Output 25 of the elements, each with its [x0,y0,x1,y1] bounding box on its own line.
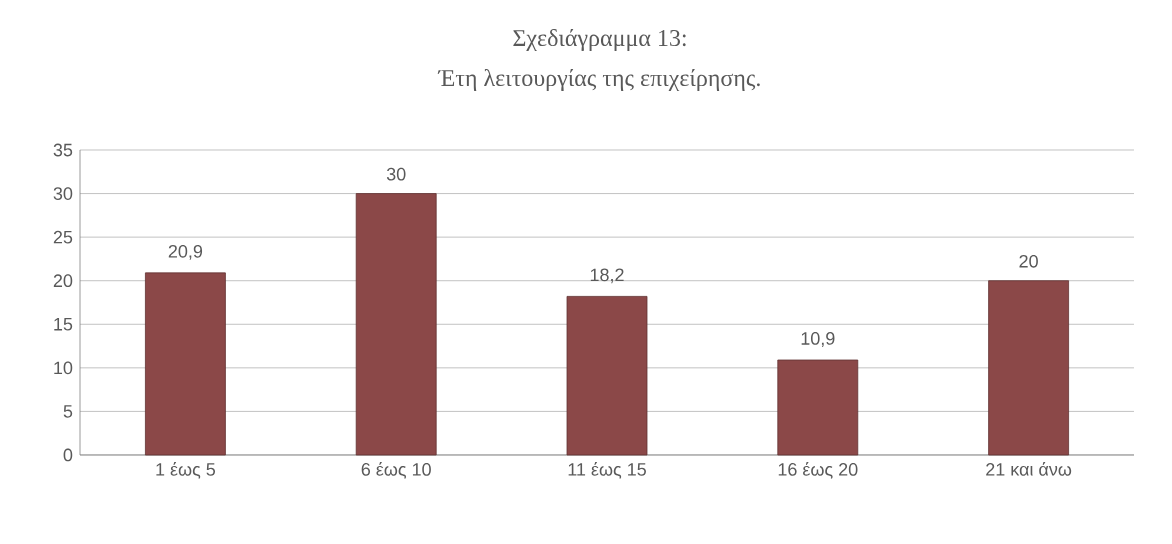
chart-subtitle: Έτη λειτουργίας της επιχείρησης. [437,68,760,91]
y-tick-label: 25 [53,230,73,244]
chart-title: Σχεδιάγραμμα 13: [513,28,686,52]
y-tick-label: 15 [54,317,73,331]
y-tick-label: 20 [53,274,73,288]
bar [355,193,437,456]
y-tick-label: 5 [63,405,73,418]
x-tick-label: 1 έως 5 [156,462,216,479]
y-tick-label: 0 [63,448,73,462]
data-label: 10,9 [801,332,835,347]
data-label: 18,2 [590,268,624,284]
bar [566,295,648,456]
x-tick-label: 16 έως 20 [778,462,858,479]
bar [988,280,1069,456]
y-tick-label: 10 [54,361,73,375]
data-label: 20 [1019,254,1038,268]
data-label: 20,9 [168,244,203,260]
bar [145,272,226,456]
x-tick-label: 6 έως 10 [361,462,431,479]
y-tick-label: 30 [53,187,73,200]
x-tick-label: 11 έως 15 [568,462,646,479]
y-tick-label: 35 [53,143,73,157]
data-label: 30 [386,167,406,181]
bar [777,359,859,456]
x-tick-label: 21 και άνω [986,462,1072,476]
